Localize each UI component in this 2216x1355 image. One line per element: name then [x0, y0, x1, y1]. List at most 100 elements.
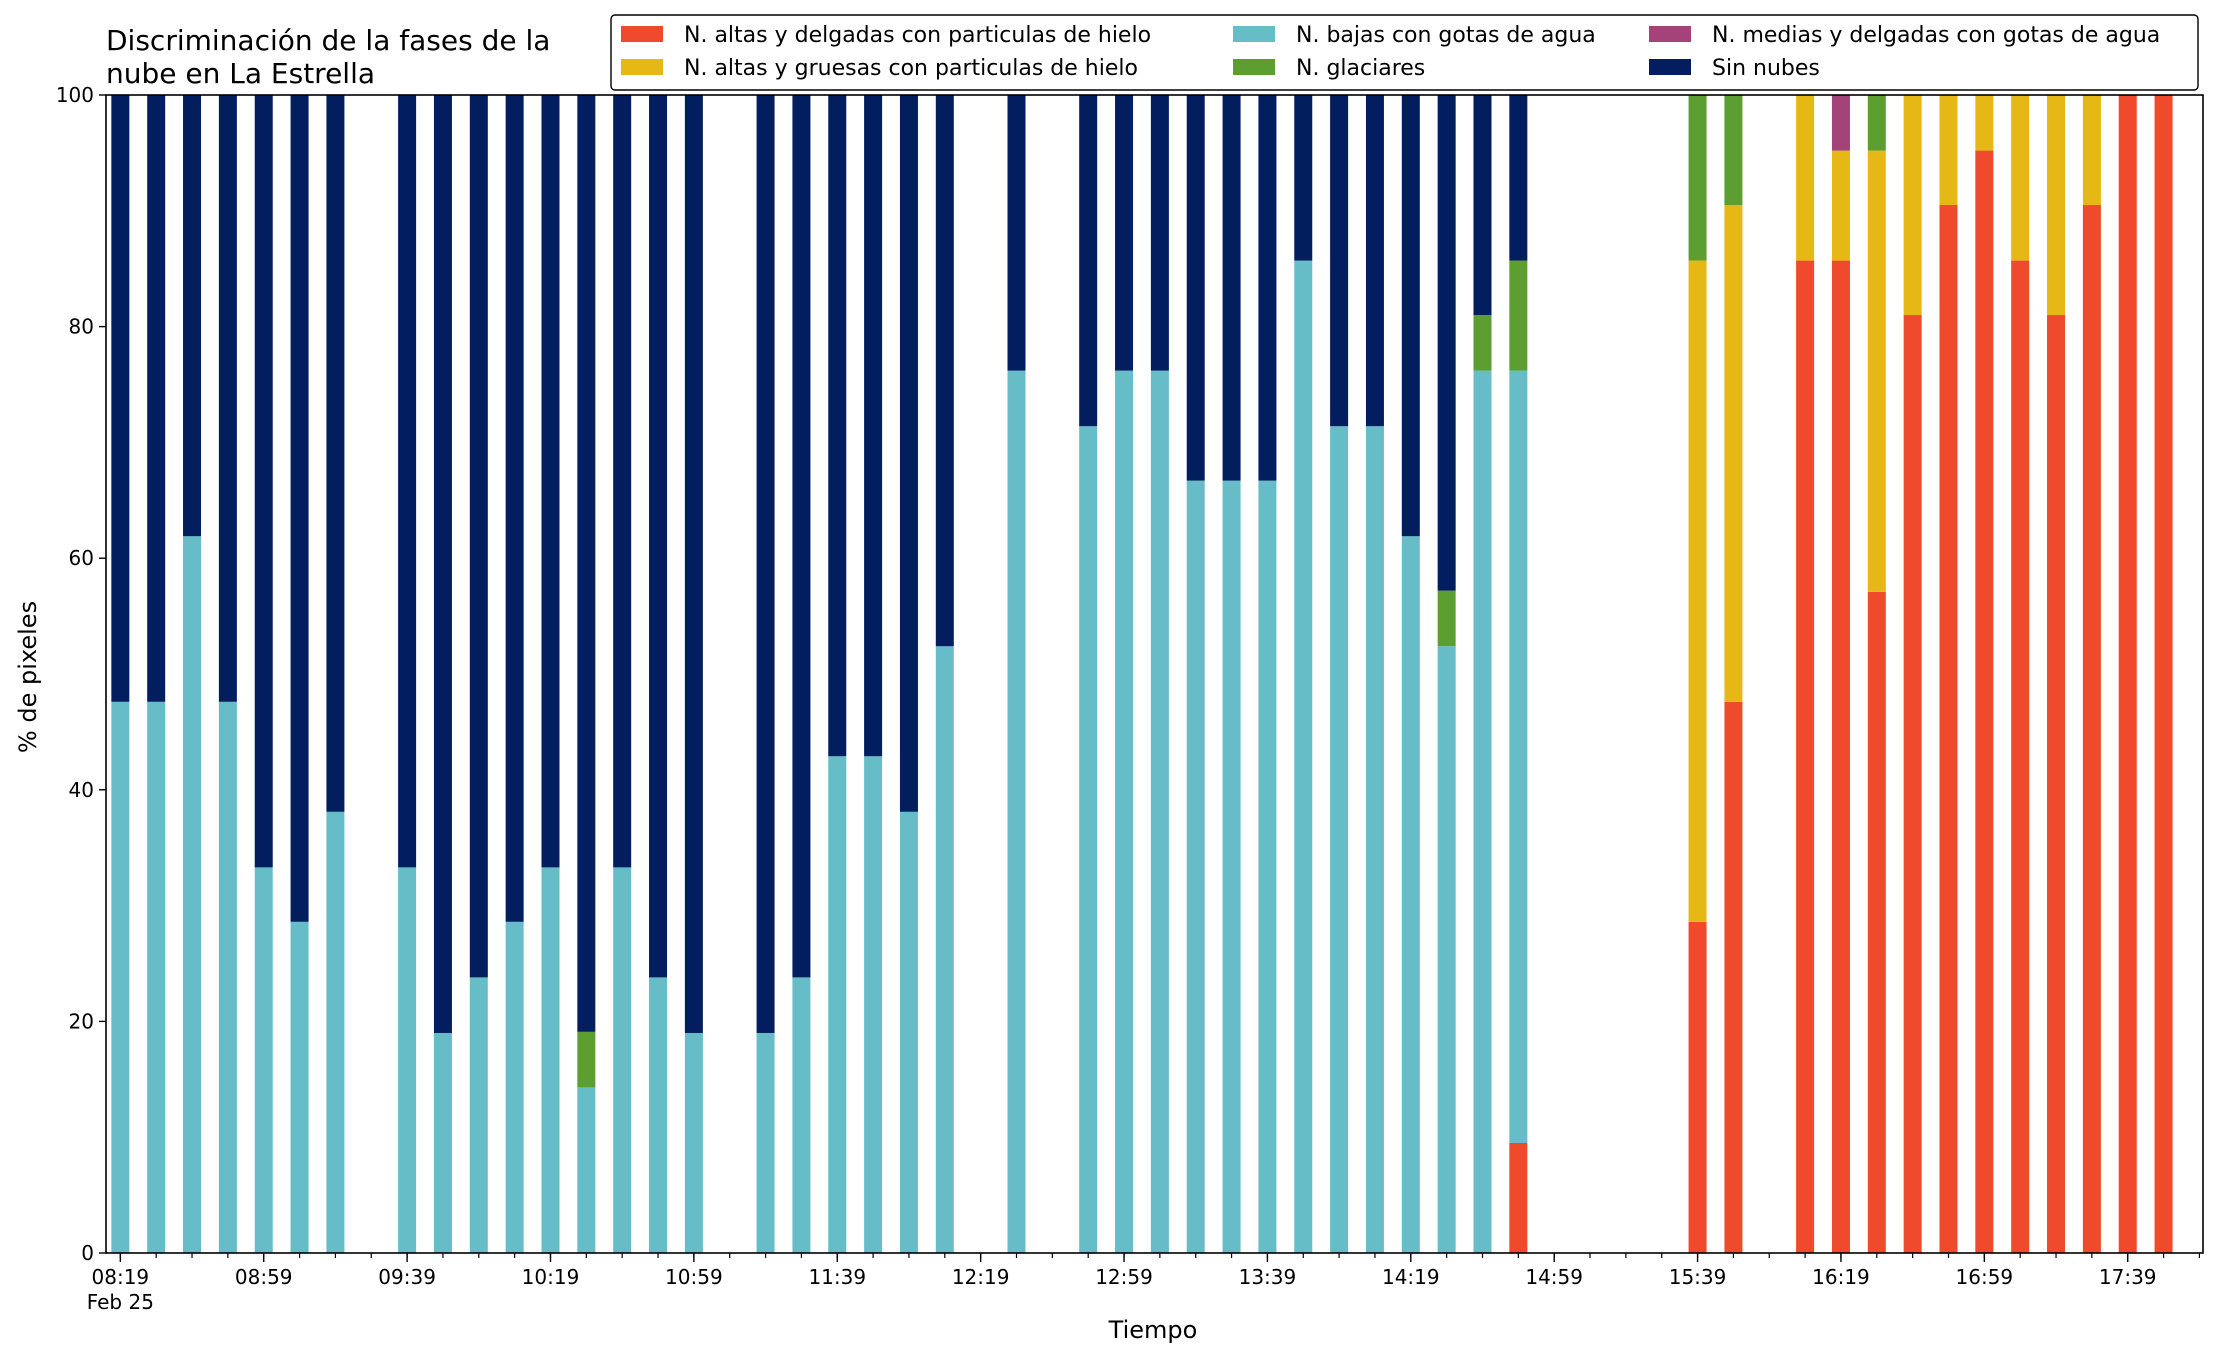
bar-segment [2011, 95, 2030, 261]
bar-segment [111, 95, 130, 702]
bar-segment [864, 95, 883, 757]
bar-segment [2047, 95, 2066, 316]
bar-segment [218, 95, 237, 702]
bar-segment [433, 1032, 452, 1253]
bar-segment [1115, 95, 1134, 371]
bar-segment [1150, 95, 1169, 371]
bar-segment [1186, 95, 1205, 481]
bar-segment [2011, 260, 2030, 1254]
bar-segment [935, 95, 954, 647]
bar-segment [899, 95, 918, 812]
bar-segment [1831, 95, 1850, 151]
bar-segment [1867, 95, 1886, 151]
bar-segment [1939, 205, 1958, 1253]
bar-segment [469, 977, 488, 1253]
bar-segment [469, 95, 488, 978]
bar-segment [1222, 480, 1241, 1253]
bar-segment [505, 95, 524, 922]
bar-segment [111, 701, 130, 1253]
bar-segment [1007, 370, 1026, 1254]
bar-segment [1115, 370, 1134, 1254]
x-tick-label: 15:39 [1669, 1265, 1727, 1289]
bar-segment [1509, 370, 1528, 1143]
legend-label: N. medias y delgadas con gotas de agua [1712, 23, 2160, 48]
bar-segment [1150, 370, 1169, 1254]
legend: N. altas y delgadas con particulas de hi… [610, 14, 2199, 91]
x-tick-label: 17:39 [2099, 1265, 2157, 1289]
bar-segment [828, 756, 847, 1253]
bar-segment [1473, 370, 1492, 1254]
bar-segment [613, 867, 632, 1253]
bar-segment [1258, 480, 1277, 1253]
legend-swatch [621, 26, 663, 42]
bar-segment [649, 95, 668, 978]
bars-layer [111, 95, 2173, 1254]
legend-label: N. altas y delgadas con particulas de hi… [684, 23, 1151, 48]
bar-segment [1724, 701, 1743, 1253]
bar-segment [613, 95, 632, 868]
bar-segment [577, 1087, 596, 1253]
x-tick-label: 08:59 [235, 1265, 293, 1289]
y-tick-label: 80 [69, 315, 94, 339]
bar-segment [1796, 95, 1815, 261]
y-tick-label: 40 [69, 778, 94, 802]
bar-segment [1831, 260, 1850, 1254]
legend-box [610, 14, 2199, 91]
bar-segment [1294, 260, 1313, 1254]
bar-segment [1509, 1142, 1528, 1253]
bar-segment [505, 921, 524, 1253]
bar-segment [183, 95, 202, 537]
bar-segment [218, 701, 237, 1253]
bar-segment [1796, 260, 1815, 1254]
x-tick-label: 14:59 [1525, 1265, 1583, 1289]
chart-title-line-2: nube en La Estrella [106, 57, 375, 90]
bar-segment [1688, 95, 1707, 261]
axes-layer: 0 20 40 60 80 100 08:19 08:59 09:39 10:19 10:59 11:… [56, 83, 2204, 1314]
y-axis-label: % de pixeles [14, 601, 42, 753]
bar-segment [1294, 95, 1313, 261]
plot-frame [105, 94, 2204, 1254]
x-tick-label: 11:39 [808, 1265, 866, 1289]
bar-segment [1258, 95, 1277, 481]
bar-segment [1975, 150, 1994, 1254]
bar-segment [147, 95, 166, 702]
bar-segment [326, 811, 345, 1253]
x-tick-label: 16:19 [1812, 1265, 1870, 1289]
y-tick-label: 60 [69, 546, 94, 570]
x-tick-label: 09:39 [378, 1265, 436, 1289]
bar-segment [147, 701, 166, 1253]
bar-segment [2118, 95, 2137, 1253]
bar-segment [1688, 260, 1707, 922]
y-tick-label: 0 [81, 1241, 94, 1265]
bar-segment [1688, 921, 1707, 1253]
bar-segment [756, 95, 775, 1033]
x-tick-label: 16:59 [1956, 1265, 2014, 1289]
legend-swatch [1233, 26, 1275, 42]
bar-segment [1724, 95, 1743, 206]
bar-segment [649, 977, 668, 1253]
bar-segment [792, 977, 811, 1253]
bar-segment [1473, 315, 1492, 371]
bar-segment [1867, 150, 1886, 592]
bar-segment [2082, 95, 2101, 206]
bar-segment [1509, 95, 1528, 261]
y-tick-label: 100 [56, 83, 94, 107]
bar-segment [1509, 260, 1528, 371]
bar-segment [1831, 150, 1850, 261]
bar-segment [1975, 95, 1994, 151]
bar-segment [398, 95, 417, 868]
bar-segment [1186, 480, 1205, 1253]
legend-swatch [1649, 59, 1691, 75]
bar-segment [290, 95, 309, 922]
x-axis-label: Tiempo [1108, 1316, 1198, 1344]
bar-segment [577, 1031, 596, 1088]
x-tick-label: 08:19 [92, 1265, 150, 1289]
legend-label: N. glaciares [1296, 56, 1425, 81]
legend-swatch [621, 59, 663, 75]
bar-segment [1437, 95, 1456, 591]
x-tick-label: 14:19 [1382, 1265, 1440, 1289]
bar-segment [1222, 95, 1241, 481]
legend-label: N. altas y gruesas con particulas de hie… [684, 56, 1138, 81]
bar-segment [899, 811, 918, 1253]
